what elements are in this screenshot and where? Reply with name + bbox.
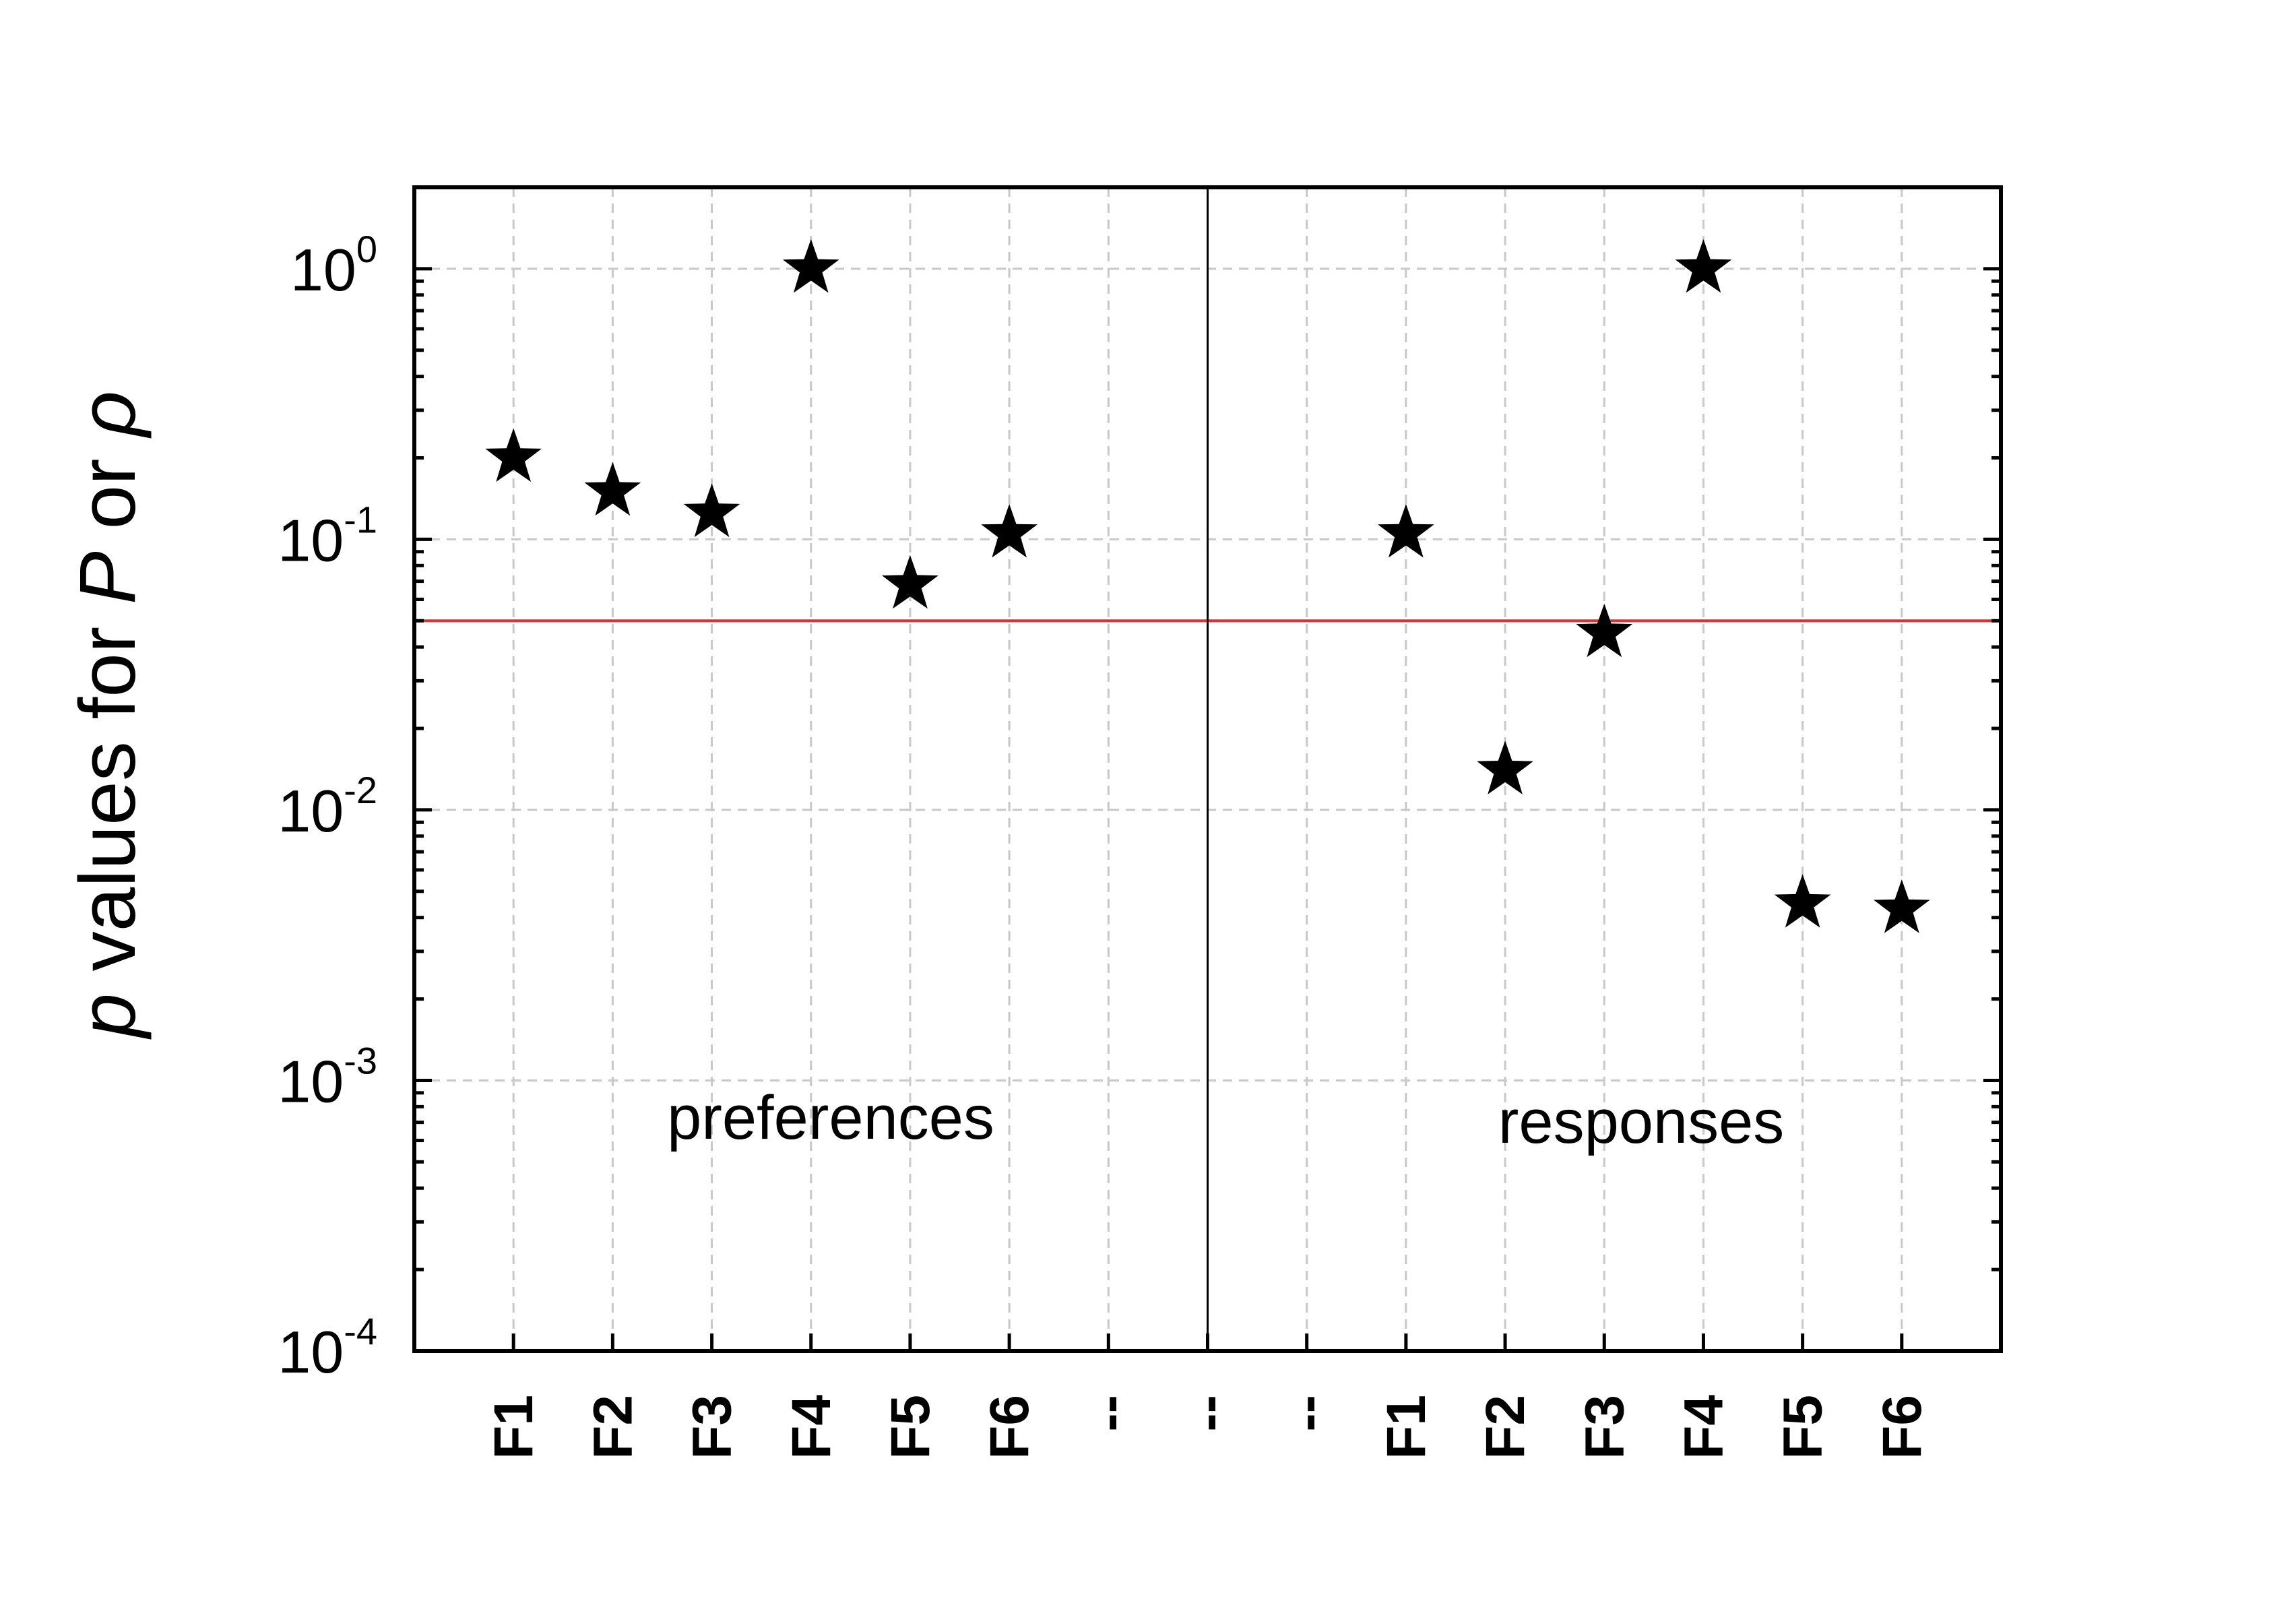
- y-tick-label: 10-3: [278, 1039, 377, 1114]
- x-tick-label: F4: [781, 1395, 842, 1459]
- y-tick-label: 10-1: [278, 498, 377, 573]
- x-tick-label: --: [1078, 1395, 1139, 1432]
- x-tick-labels: F1 F2 F3 F4 F5 F6 -- -- -- F1 F2 F3 F4 F5 F6: [483, 1395, 1933, 1459]
- plot-frame: [412, 185, 2003, 1353]
- data-point-star: [1378, 503, 1434, 558]
- x-tick-label: F3: [1574, 1395, 1635, 1459]
- x-tick-label: F5: [1773, 1395, 1834, 1459]
- x-tick-label: F1: [483, 1395, 544, 1459]
- x-tick-label: --: [1178, 1395, 1239, 1432]
- x-tick-label: F6: [979, 1395, 1040, 1459]
- x-tick-label: F3: [682, 1395, 743, 1459]
- y-tick-label: 10-2: [278, 769, 377, 844]
- annotation-responses: responses: [1498, 1088, 1784, 1156]
- data-point-star: [584, 462, 641, 516]
- data-point-star: [1774, 874, 1831, 928]
- x-tick-label: F5: [880, 1395, 941, 1459]
- x-tick-label: F2: [1475, 1395, 1536, 1459]
- data-point-star: [1874, 879, 1930, 933]
- y-tick-label: 100: [290, 228, 377, 303]
- annotation-preferences: preferences: [667, 1083, 994, 1152]
- y-axis-label: p values for P or ρ: [63, 391, 152, 1040]
- x-tick-label: F6: [1872, 1395, 1933, 1459]
- data-point-star: [782, 239, 839, 293]
- x-tick-label: F4: [1673, 1395, 1734, 1459]
- data-point-star: [1477, 741, 1533, 794]
- x-tick-label: --: [1277, 1395, 1338, 1432]
- data-points: [485, 239, 1930, 933]
- data-point-star: [1576, 603, 1633, 658]
- data-point-star: [981, 503, 1038, 558]
- x-tick-label: F2: [582, 1395, 643, 1459]
- data-point-star: [882, 555, 938, 609]
- y-tick-labels: 100 10-1 10-2 10-3 10-4: [278, 228, 377, 1385]
- data-point-star: [1675, 239, 1732, 293]
- data-point-star: [683, 483, 740, 538]
- y-tick-label: 10-4: [278, 1310, 377, 1385]
- data-point-star: [485, 428, 542, 482]
- x-tick-label: F1: [1376, 1395, 1437, 1459]
